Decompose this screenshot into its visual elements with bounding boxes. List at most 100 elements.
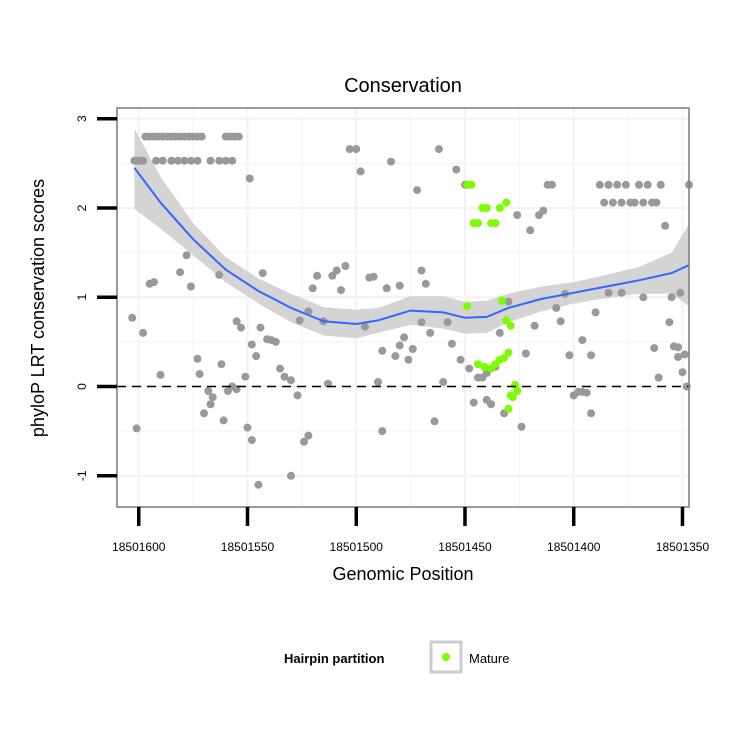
data-point-other — [426, 328, 435, 337]
data-point-other — [521, 349, 530, 358]
data-point-mature — [474, 219, 482, 228]
data-point-other — [247, 436, 256, 445]
data-point-other — [680, 350, 689, 359]
data-point-other — [287, 376, 295, 385]
y-tick-label: 1 — [75, 294, 89, 301]
data-point-other — [308, 284, 317, 293]
data-point-other — [587, 409, 596, 418]
data-point-other — [252, 352, 261, 361]
data-point-other — [186, 282, 195, 291]
data-point-other — [378, 346, 387, 355]
data-point-other — [300, 437, 308, 446]
data-point-other — [313, 271, 322, 280]
x-axis: 18501600 18501550 18501500 18501450 18501400… — [112, 507, 709, 554]
data-points-layer — [128, 132, 693, 489]
y-tick-label: 2 — [75, 204, 89, 211]
data-point-other — [661, 221, 670, 230]
data-point-other — [182, 251, 191, 260]
data-point-other — [276, 364, 285, 373]
data-point-other — [417, 318, 426, 327]
data-point-other — [439, 378, 448, 386]
confidence-ribbon — [134, 128, 689, 339]
data-point-other — [639, 198, 648, 207]
data-point-mature — [502, 316, 511, 325]
data-point-other — [591, 308, 600, 317]
data-point-other — [617, 288, 626, 297]
y-axis-title: phyloP LRT conservation scores — [28, 179, 48, 437]
x-tick-label: 18501600 — [112, 540, 166, 554]
data-point-other — [526, 226, 535, 235]
legend-label-mature: Mature — [469, 651, 509, 666]
data-point-other — [513, 211, 522, 220]
data-point-other — [369, 272, 378, 281]
data-point-other — [395, 281, 404, 290]
data-point-other — [341, 262, 350, 270]
chart-title: Conservation — [344, 75, 462, 97]
data-point-other — [247, 340, 256, 349]
data-point-other — [487, 400, 496, 409]
data-point-other — [332, 266, 341, 275]
smooth-line-layer — [133, 167, 690, 326]
data-point-other — [193, 156, 202, 165]
data-point-other — [197, 132, 206, 141]
y-tick-label: -1 — [75, 470, 89, 481]
data-point-other — [200, 409, 208, 418]
data-point-other — [400, 333, 409, 342]
data-point-other — [152, 156, 161, 165]
data-point-other — [356, 167, 365, 176]
data-point-other — [447, 339, 456, 348]
data-point-other — [241, 372, 250, 381]
data-point-other — [156, 370, 165, 379]
data-point-other — [254, 480, 263, 489]
data-point-mature — [508, 393, 517, 402]
data-point-other — [469, 398, 478, 407]
data-point-other — [256, 323, 265, 332]
data-point-other — [608, 198, 617, 207]
data-point-other — [408, 345, 417, 353]
data-point-other — [430, 417, 439, 426]
data-point-other — [208, 393, 217, 402]
data-point-mature — [491, 219, 500, 228]
data-point-other — [504, 297, 513, 306]
data-point-mature — [502, 198, 511, 207]
data-point-other — [452, 165, 461, 174]
data-point-mature — [504, 404, 513, 413]
smooth-line — [133, 167, 690, 326]
data-point-other — [204, 387, 213, 395]
data-point-other — [667, 293, 676, 302]
data-point-other — [337, 286, 345, 295]
data-point-other — [173, 156, 182, 165]
plot-panel — [116, 107, 693, 508]
y-tick-label: 3 — [75, 115, 89, 122]
data-point-other — [234, 132, 243, 141]
data-point-other — [195, 370, 204, 378]
x-tick-label: 18501400 — [547, 540, 601, 554]
data-point-other — [465, 364, 474, 373]
data-point-other — [665, 318, 674, 327]
data-point-other — [215, 270, 224, 279]
data-point-other — [223, 387, 232, 395]
data-point-other — [382, 284, 391, 293]
legend: Hairpin partition Mature — [284, 640, 509, 674]
data-point-other — [293, 391, 302, 400]
data-point-other — [243, 423, 252, 432]
x-tick-label: 18501550 — [221, 540, 275, 554]
data-point-other — [139, 156, 148, 165]
data-point-other — [258, 269, 267, 278]
data-point-other — [391, 352, 400, 361]
data-point-mature — [474, 360, 482, 369]
data-point-other — [678, 368, 687, 377]
data-point-mature — [498, 296, 506, 305]
data-point-other — [676, 288, 685, 297]
data-point-other — [621, 180, 630, 189]
data-point-other — [556, 317, 565, 326]
data-point-other — [635, 180, 643, 189]
y-tick-label: 0 — [75, 383, 89, 390]
data-point-mature — [482, 204, 491, 212]
data-point-other — [228, 156, 237, 165]
legend-key-dot-mature — [442, 653, 450, 661]
data-point-other — [456, 355, 465, 364]
data-point-other — [639, 293, 648, 302]
x-axis-title: Genomic Position — [332, 564, 473, 584]
data-point-other — [132, 424, 141, 433]
